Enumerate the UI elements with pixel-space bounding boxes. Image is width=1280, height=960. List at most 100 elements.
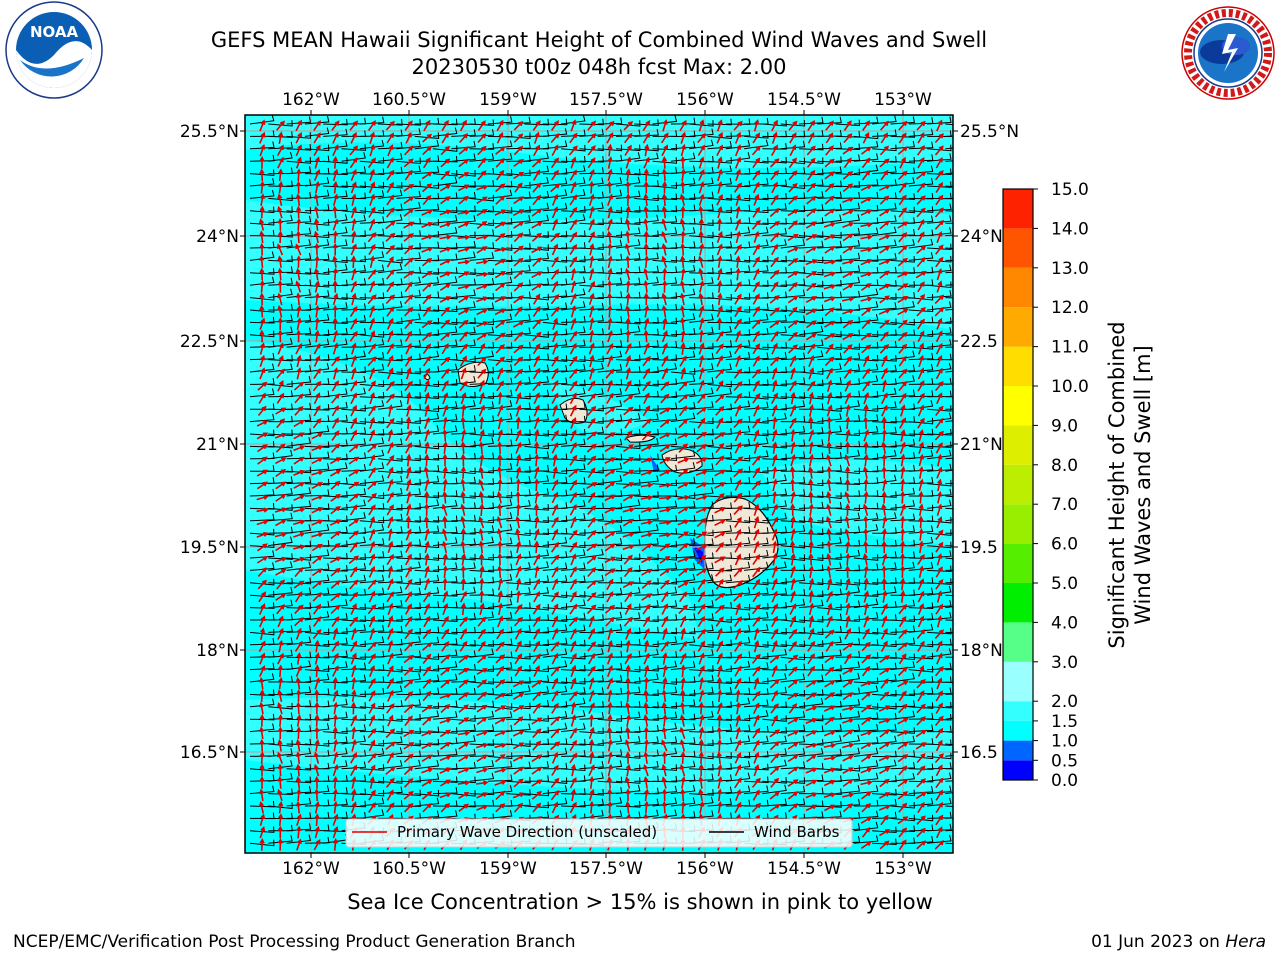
wave-arrow (586, 543, 598, 552)
wave-arrow (351, 776, 357, 789)
wind-barb (341, 479, 366, 486)
wind-barb (652, 747, 678, 757)
wave-arrow (570, 280, 577, 293)
wind-barb (469, 437, 495, 447)
wave-arrow (879, 270, 890, 279)
wind-barb (890, 239, 915, 249)
wave-arrow (771, 144, 778, 156)
wave-arrow (350, 764, 357, 776)
wind-barb (542, 660, 568, 671)
wind-barb (670, 492, 696, 499)
wave-arrow (293, 482, 305, 489)
wave-arrow (643, 689, 649, 702)
wave-arrow (277, 714, 284, 727)
wave-arrow (788, 344, 798, 354)
wind-barb (268, 788, 293, 796)
wave-arrow (845, 552, 851, 566)
wind-barb (378, 467, 403, 474)
wind-barb (579, 387, 604, 398)
wind-barb (652, 292, 678, 299)
wave-arrow (733, 567, 743, 578)
wind-barb (249, 206, 275, 214)
wave-arrow (457, 767, 470, 774)
wave-arrow (496, 628, 504, 640)
wind-barb (780, 231, 806, 239)
wind-barb (323, 293, 348, 300)
wind-barb (432, 425, 458, 435)
wind-barb (817, 801, 842, 808)
wave-arrow (607, 689, 613, 702)
wind-barb (835, 638, 861, 646)
wind-barb (487, 638, 513, 646)
wave-arrow (787, 209, 799, 217)
wave-arrow (752, 169, 761, 181)
wind-barb (890, 750, 916, 757)
wind-barb (780, 777, 806, 784)
wave-arrow (934, 715, 944, 727)
wind-barb (670, 303, 696, 311)
wave-arrow (332, 304, 338, 318)
wind-barb (835, 586, 861, 596)
wind-barb (323, 587, 348, 596)
wave-arrow (460, 490, 466, 504)
wind-barb (707, 267, 733, 275)
wind-barb (634, 252, 659, 261)
wind-barb (341, 438, 367, 447)
wind-barb (725, 697, 751, 708)
wave-arrow (332, 689, 339, 702)
wind-barb (268, 835, 293, 844)
wind-barb (524, 648, 549, 658)
wave-arrow (259, 242, 265, 256)
wave-arrow (882, 515, 888, 529)
wind-barb (286, 700, 312, 708)
wave-arrow (259, 131, 266, 144)
wave-arrow (256, 481, 269, 490)
wave-arrow (293, 531, 306, 538)
wave-arrow (330, 592, 341, 602)
wind-barb (725, 772, 751, 782)
wind-barb (707, 340, 733, 348)
wave-arrow (735, 230, 741, 244)
wave-arrow (661, 726, 667, 740)
wind-barb (542, 797, 568, 807)
wind-barb (451, 538, 476, 547)
wind-barb (359, 574, 385, 584)
wave-arrow (751, 802, 762, 813)
wave-arrow (842, 729, 854, 738)
wave-arrow (515, 490, 521, 504)
wind-barb (414, 797, 440, 807)
wave-arrow (917, 603, 925, 615)
wind-barb (817, 501, 842, 509)
wind-barb (835, 798, 861, 807)
wind-barb (378, 685, 403, 695)
wind-barb (762, 812, 787, 819)
wind-barb (780, 516, 806, 523)
wind-barb (378, 540, 403, 548)
wave-arrow (695, 482, 708, 489)
wave-arrow (735, 726, 741, 740)
wind-barb (286, 288, 312, 299)
wave-arrow (440, 356, 451, 366)
wind-barb (853, 785, 879, 795)
wind-barb (597, 400, 623, 410)
wave-arrow (916, 195, 926, 205)
wave-arrow (934, 753, 944, 764)
wind-barb (908, 141, 934, 150)
wave-arrow (806, 380, 816, 392)
wave-arrow (661, 739, 668, 752)
wave-arrow (387, 367, 394, 380)
wind-barb (469, 576, 495, 584)
wave-arrow (421, 183, 433, 193)
wave-arrow (440, 332, 451, 341)
wind-barb (689, 763, 714, 771)
wind-barb (414, 475, 440, 485)
wind-barb (817, 528, 842, 535)
wave-arrow (735, 193, 741, 206)
wind-barb (286, 354, 312, 362)
wind-barb (286, 338, 312, 348)
wave-arrow (679, 701, 686, 715)
wave-arrow (440, 667, 451, 676)
wind-barb (762, 748, 787, 757)
wave-arrow (550, 293, 560, 305)
